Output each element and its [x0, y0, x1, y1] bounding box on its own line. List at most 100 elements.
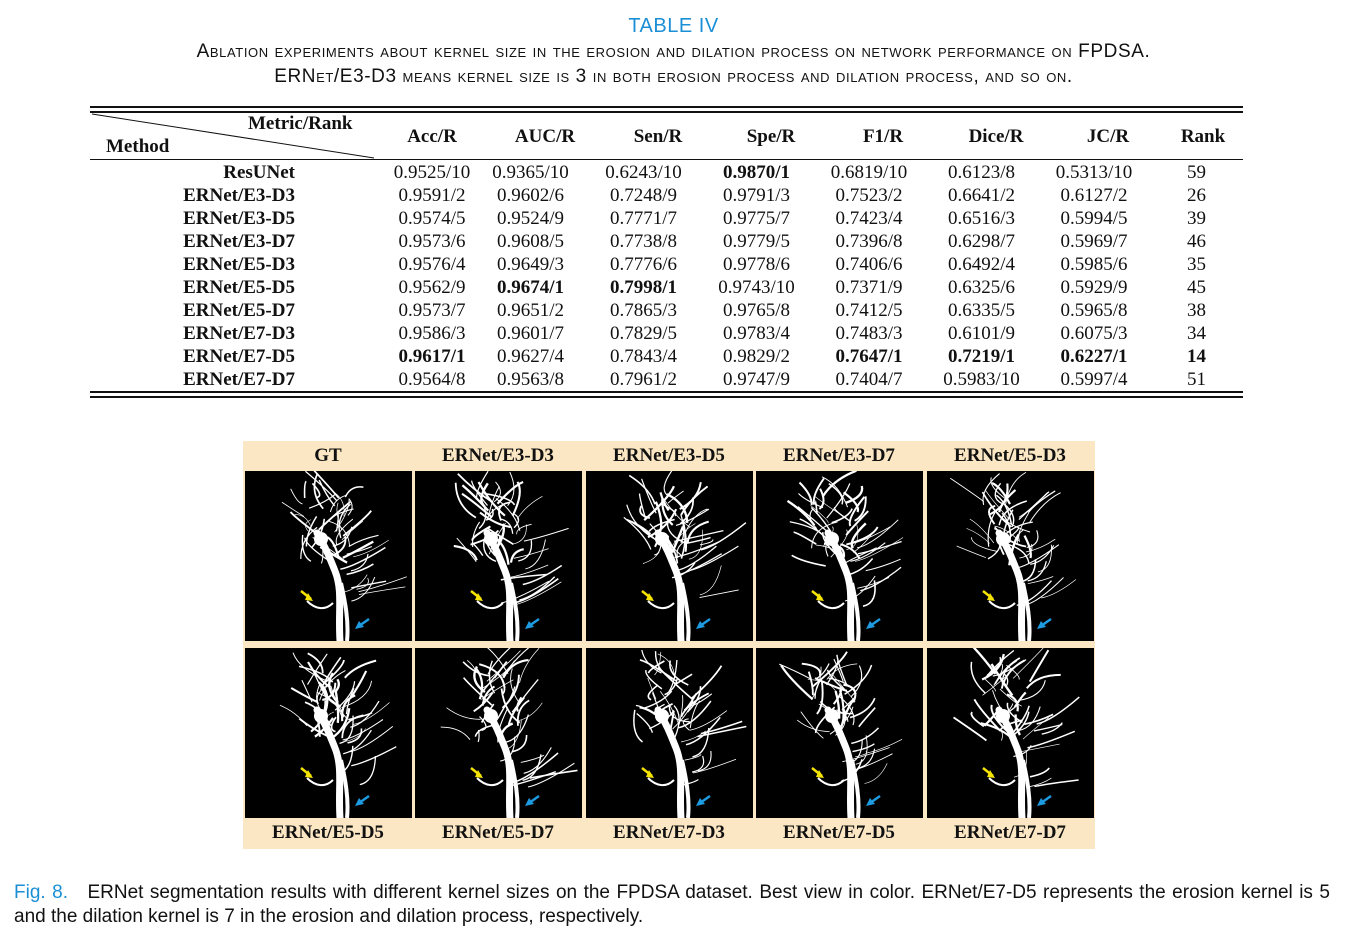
table-cell: 0.5969/7: [1060, 231, 1128, 252]
column-header-auc: AUC/R: [514, 126, 576, 147]
table-cell: 0.9365/10: [492, 162, 569, 183]
table-cell: 39: [1187, 208, 1206, 229]
table-cell: 0.5994/5: [1060, 208, 1128, 229]
table-cell: 0.5997/4: [1060, 369, 1128, 390]
table-cell: 0.9674/1: [496, 277, 565, 298]
vessel-segmentation-image: [415, 648, 582, 818]
table-cell: 0.9563/8: [496, 369, 565, 390]
table-cell: 46: [1187, 231, 1206, 252]
table-cell: 0.9573/7: [398, 300, 466, 321]
table-cell: 0.9576/4: [398, 254, 466, 275]
table-row: ERNet/E5-D5 0.9562/9 0.9674/1 0.7998/1 0.974…: [90, 276, 1243, 299]
table-cell: 0.7523/2: [835, 185, 903, 206]
table-cell: 0.7776/6: [609, 254, 678, 275]
table-body: ResUNet 0.9525/10 0.9365/10 0.6243/10 0.9870…: [90, 161, 1243, 391]
table-cell: 0.6101/9: [947, 323, 1016, 344]
table-cell: 0.6641/2: [947, 185, 1016, 206]
column-header-jc: JC/R: [1086, 126, 1130, 147]
row-method: ERNet/E5-D3: [183, 254, 295, 275]
table-cell: 0.7961/2: [609, 369, 678, 390]
panel-label-bottom: ERNet/E5-D5: [272, 822, 384, 843]
row-method: ERNet/E7-D5: [183, 346, 295, 367]
table-row: ERNet/E5-D7 0.9573/7 0.9651/2 0.7865/3 0.976…: [90, 299, 1243, 322]
table-cell: 0.7404/7: [835, 369, 903, 390]
table-cell: 0.7829/5: [609, 323, 678, 344]
table-bottom-rule: [90, 391, 1243, 393]
table-cell: 0.9791/3: [722, 185, 791, 206]
table-cell: 0.9775/7: [722, 208, 791, 229]
table-cell: 0.5985/6: [1060, 254, 1128, 275]
table-cell: 0.6335/5: [947, 300, 1016, 321]
table-cell: 0.6298/7: [947, 231, 1016, 252]
panel-label-top: GT: [314, 445, 342, 466]
panel-label-bottom: ERNet/E7-D3: [613, 822, 725, 843]
table-cell: 0.9765/8: [722, 300, 791, 321]
panel-label-top: ERNet/E5-D3: [954, 445, 1066, 466]
table-cell: 0.7396/8: [835, 231, 903, 252]
segmentation-figure: GT ERNet/E3-D3 ERNet/E3-D5 ERNet/E3-D7 ERNet…: [243, 441, 1095, 849]
table-cell: 0.9591/2: [398, 185, 466, 206]
table-cell: 0.9870/1: [722, 162, 791, 183]
corner-header-metric: Metric/Rank: [248, 113, 353, 134]
table-cell: 0.7483/3: [835, 323, 903, 344]
table-cell: 45: [1187, 277, 1206, 298]
row-method: ResUNet: [223, 162, 295, 183]
table-cell: 35: [1187, 254, 1206, 275]
table-cell: 0.5965/8: [1060, 300, 1128, 321]
table-cell: 0.9602/6: [496, 185, 565, 206]
table-cell: 0.9524/9: [496, 208, 565, 229]
figure-number: Fig. 8.: [14, 882, 68, 903]
table-cell: 0.6325/6: [947, 277, 1016, 298]
ablation-table: Metric/Rank Method Acc/R AUC/R Sen/R Spe…: [90, 106, 1243, 400]
table-cell: 0.5929/9: [1060, 277, 1128, 298]
table-cell: 0.7371/9: [835, 277, 903, 298]
vessel-segmentation-image: [245, 471, 412, 641]
table-cell: 0.9562/9: [398, 277, 466, 298]
vessel-segmentation-image: [245, 648, 412, 818]
table-cell: 0.9743/10: [718, 277, 795, 298]
table-caption-line-2: ERNet/E3-D3 means kernel size is 3 in bo…: [274, 66, 1073, 87]
table-cell: 0.7998/1: [609, 277, 678, 298]
figure-caption-text: ERNet segmentation results with differen…: [14, 882, 1330, 927]
table-cell: 26: [1187, 185, 1206, 206]
row-method: ERNet/E7-D3: [183, 323, 295, 344]
table-cell: 51: [1187, 369, 1206, 390]
table-cell: 0.9747/9: [722, 369, 791, 390]
table-row: ERNet/E3-D5 0.9574/5 0.9524/9 0.7771/7 0.977…: [90, 207, 1243, 230]
vessel-segmentation-image: [927, 471, 1094, 641]
corner-header-method: Method: [106, 136, 170, 157]
table-cell: 0.7219/1: [947, 346, 1016, 367]
row-method: ERNet/E3-D7: [183, 231, 295, 252]
table-cell: 0.6243/10: [605, 162, 682, 183]
table-cell: 0.7738/8: [609, 231, 678, 252]
table-cell: 0.9525/10: [393, 162, 471, 183]
panel-label-bottom: ERNet/E5-D7: [442, 822, 554, 843]
table-top-rule-inner: [90, 111, 1243, 113]
table-cell: 34: [1187, 323, 1206, 344]
table-cell: 0.9829/2: [722, 346, 791, 367]
table-cell: 0.9574/5: [398, 208, 466, 229]
row-method: ERNet/E3-D3: [183, 185, 295, 206]
table-row: ERNet/E7-D5 0.9617/1 0.9627/4 0.7843/4 0.982…: [90, 345, 1243, 368]
table-row: ERNet/E7-D3 0.9586/3 0.9601/7 0.7829/5 0.978…: [90, 322, 1243, 345]
table-cell: 38: [1187, 300, 1206, 321]
table-cell: 0.9617/1: [398, 346, 466, 367]
table-cell: 0.9564/8: [398, 369, 466, 390]
table-cell: 0.7412/5: [835, 300, 903, 321]
table-cell: 59: [1187, 162, 1206, 183]
table-cell: 0.9783/4: [722, 323, 791, 344]
table-cell: 0.6075/3: [1060, 323, 1128, 344]
vessel-segmentation-image: [415, 471, 582, 641]
table-cell: 0.6123/8: [947, 162, 1016, 183]
vessel-segmentation-image: [756, 648, 923, 818]
row-method: ERNet/E7-D7: [183, 369, 295, 390]
table-cell: 0.9573/6: [398, 231, 466, 252]
table-bottom-rule-outer: [90, 396, 1243, 398]
column-header-f1: F1/R: [862, 126, 904, 147]
table-top-rule: [90, 106, 1243, 108]
table-cell: 0.9779/5: [722, 231, 791, 252]
vessel-segmentation-image: [756, 471, 923, 641]
table-cell: 0.7248/9: [609, 185, 678, 206]
table-cell: 0.5313/10: [1055, 162, 1133, 183]
panel-label-bottom: ERNet/E7-D5: [783, 822, 895, 843]
